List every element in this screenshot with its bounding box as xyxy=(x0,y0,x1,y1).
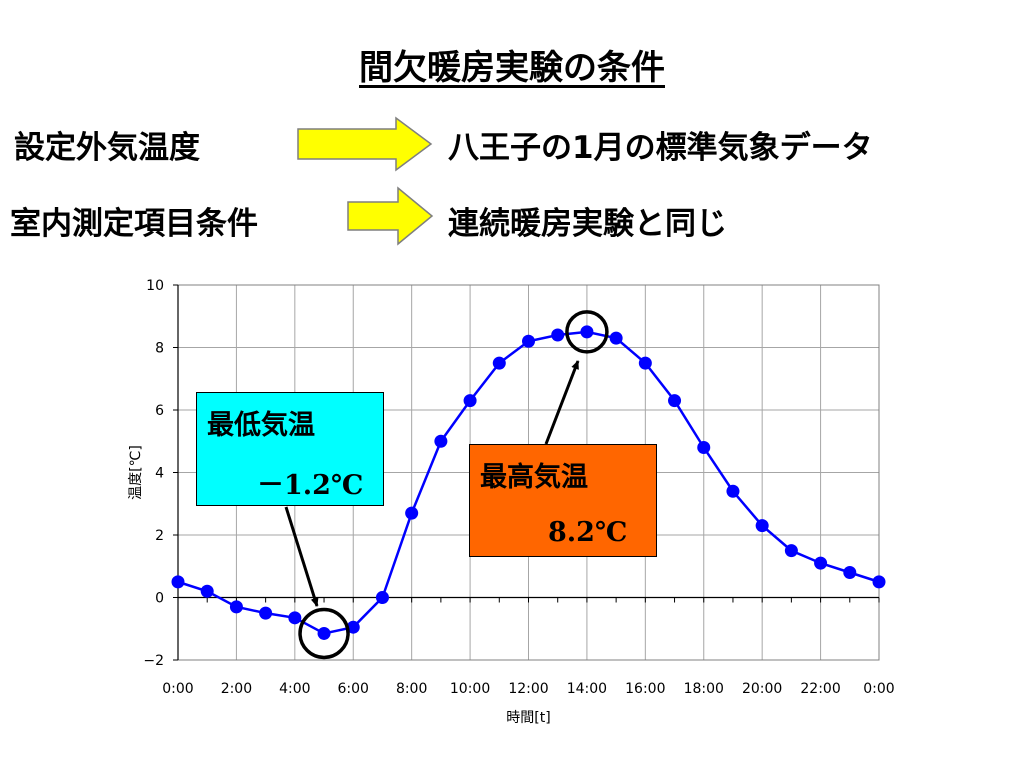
data-point xyxy=(229,600,243,614)
data-point xyxy=(609,331,623,345)
data-point xyxy=(375,591,389,604)
data-point xyxy=(405,506,419,520)
max-temp-label: 最高気温 xyxy=(480,462,588,493)
y-tick-label: 10 xyxy=(146,278,164,294)
data-point xyxy=(668,394,682,408)
data-point xyxy=(872,575,886,589)
x-tick-label: 20:00 xyxy=(742,681,782,697)
max-highlight-circle xyxy=(565,310,609,354)
data-point xyxy=(522,334,535,348)
x-tick-label: 14:00 xyxy=(567,681,607,697)
data-point xyxy=(814,556,828,570)
y-tick-label: 6 xyxy=(155,403,164,419)
min-highlight-circle xyxy=(298,607,350,660)
min-temp-value: －1.2℃ xyxy=(257,470,364,501)
outdoor-temp-value: 八王子の1月の標準気象データ xyxy=(448,130,873,166)
y-tick-label: 4 xyxy=(155,466,164,482)
y-tick-label: −2 xyxy=(143,653,164,669)
y-axis-title: 温度[℃] xyxy=(128,445,144,500)
data-point xyxy=(200,584,214,598)
data-point xyxy=(726,484,740,498)
max-temp-value: 8.2℃ xyxy=(548,517,628,548)
x-tick-label: 12:00 xyxy=(508,681,548,697)
x-axis-title: 時間[t] xyxy=(506,710,550,726)
data-point xyxy=(755,519,769,533)
x-tick-label: 16:00 xyxy=(625,681,665,697)
data-point xyxy=(346,620,360,634)
data-point xyxy=(784,544,798,558)
x-tick-label: 0:00 xyxy=(863,681,894,697)
x-tick-label: 10:00 xyxy=(450,681,490,697)
data-point xyxy=(259,606,273,620)
y-tick-label: 2 xyxy=(155,528,164,544)
min-pointer-arrow xyxy=(284,506,319,607)
max-temp-callout: 最高気温 8.2℃ xyxy=(469,444,657,557)
data-point xyxy=(317,626,331,640)
page-title: 間欠暖房実験の条件 xyxy=(359,48,665,88)
indoor-condition-label: 室内測定項目条件 xyxy=(10,206,258,242)
right-arrow-icon xyxy=(297,116,433,172)
x-tick-label: 6:00 xyxy=(338,681,369,697)
data-point xyxy=(551,328,565,342)
data-point xyxy=(580,325,594,339)
data-point xyxy=(492,356,506,370)
x-tick-label: 4:00 xyxy=(279,681,310,697)
data-point xyxy=(843,566,857,579)
min-temp-label: 最低気温 xyxy=(207,410,315,441)
y-tick-label: 8 xyxy=(155,341,164,357)
data-point xyxy=(434,434,448,448)
data-point xyxy=(288,611,302,625)
min-temp-callout: 最低気温 －1.2℃ xyxy=(196,392,384,506)
max-pointer-arrow xyxy=(544,360,580,445)
data-point xyxy=(171,575,185,589)
y-tick-label: 0 xyxy=(155,591,164,607)
outdoor-temp-label: 設定外気温度 xyxy=(14,130,200,166)
data-point xyxy=(697,441,711,454)
x-tick-label: 22:00 xyxy=(800,681,840,697)
x-tick-label: 2:00 xyxy=(221,681,252,697)
data-point xyxy=(463,394,477,408)
x-tick-label: 0:00 xyxy=(162,681,193,697)
right-arrow-icon xyxy=(347,186,434,246)
x-tick-label: 8:00 xyxy=(396,681,427,697)
data-point xyxy=(638,356,652,370)
x-tick-label: 18:00 xyxy=(684,681,724,697)
indoor-condition-value: 連続暖房実験と同じ xyxy=(448,206,727,242)
